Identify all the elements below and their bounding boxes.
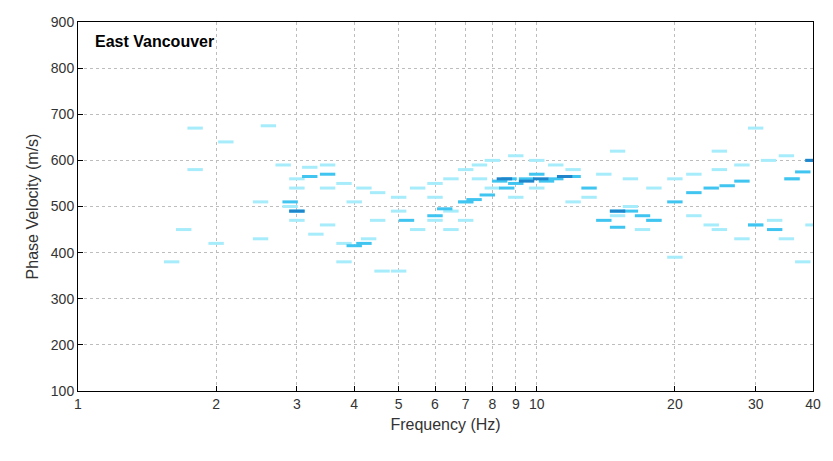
svg-text:7: 7 (462, 396, 470, 412)
svg-text:5: 5 (395, 396, 403, 412)
svg-text:900: 900 (51, 14, 75, 30)
svg-text:Phase Velocity (m/s): Phase Velocity (m/s) (24, 134, 41, 280)
svg-text:6: 6 (431, 396, 439, 412)
svg-text:10: 10 (529, 396, 545, 412)
svg-text:300: 300 (51, 291, 75, 307)
svg-text:500: 500 (51, 198, 75, 214)
svg-text:3: 3 (293, 396, 301, 412)
svg-text:600: 600 (51, 152, 75, 168)
svg-text:East Vancouver: East Vancouver (95, 33, 214, 50)
svg-text:20: 20 (667, 396, 683, 412)
svg-text:100: 100 (51, 383, 75, 399)
svg-text:800: 800 (51, 60, 75, 76)
svg-text:400: 400 (51, 245, 75, 261)
svg-text:2: 2 (212, 396, 220, 412)
svg-text:200: 200 (51, 337, 75, 353)
svg-text:4: 4 (350, 396, 358, 412)
svg-text:1: 1 (74, 396, 82, 412)
svg-text:9: 9 (512, 396, 520, 412)
svg-text:8: 8 (488, 396, 496, 412)
svg-text:Frequency (Hz): Frequency (Hz) (390, 416, 500, 433)
svg-text:700: 700 (51, 106, 75, 122)
svg-text:30: 30 (748, 396, 764, 412)
svg-text:40: 40 (805, 396, 821, 412)
